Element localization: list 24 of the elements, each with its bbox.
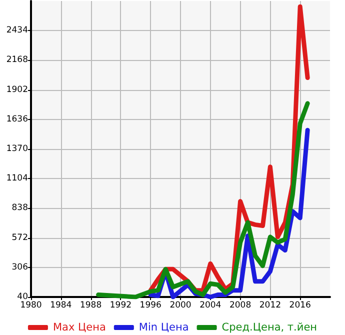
x-tick-label: 2004	[200, 300, 222, 310]
x-tick-label: 1980	[20, 300, 42, 310]
line-series	[96, 101, 310, 300]
y-tick-label: 1370	[6, 144, 28, 154]
legend-label: Min Цена	[138, 322, 189, 334]
y-tick-label: 2168	[6, 55, 28, 66]
y-tick-label: 40	[17, 292, 28, 302]
x-tick-label: 1988	[80, 300, 102, 310]
x-tick-label: 1996	[140, 300, 162, 310]
y-tick-label: 1104	[6, 174, 28, 184]
x-tick-label: 2016	[289, 300, 311, 310]
y-tick-label: 838	[12, 203, 28, 214]
x-tick-label: 2008	[229, 300, 252, 310]
x-tick-label: 1984	[50, 300, 72, 310]
y-tick-label: 306	[12, 262, 28, 272]
y-tick-label: 1636	[6, 114, 28, 124]
y-tick-label: 572	[12, 232, 28, 243]
x-tick-label: 2000	[170, 300, 192, 310]
x-tick-label: 1992	[110, 300, 132, 310]
legend-label: Сред.Цена, т.йен	[222, 322, 318, 334]
y-tick-label: 1902	[6, 84, 28, 95]
legend-label: Max Цена	[52, 322, 106, 334]
y-tick-label: 2434	[6, 26, 28, 36]
x-tick-label: 2012	[259, 300, 282, 310]
